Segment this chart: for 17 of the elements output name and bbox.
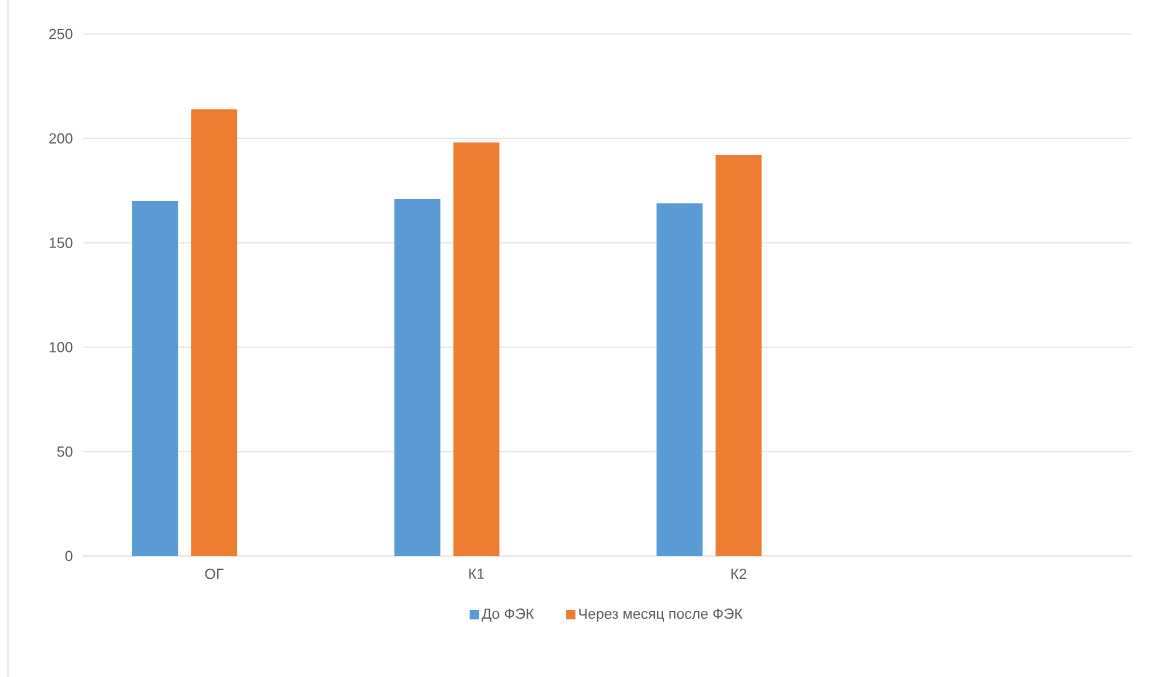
bar [394,198,441,556]
x-tick-label: К2 [731,568,747,579]
legend-label: До ФЭК [481,608,534,622]
bar [715,155,762,556]
bar [132,201,179,556]
x-tick-label: К1 [469,568,484,579]
y-tick-label: 100 [49,342,73,353]
y-tick-label: 50 [57,446,73,457]
x-tick-label: ОГ [205,568,224,580]
bar [656,203,703,556]
bar [453,142,500,556]
y-tick-label: 0 [65,550,73,562]
bar [191,109,238,556]
y-tick-label: 200 [49,133,73,144]
y-tick-label: 150 [49,237,73,248]
y-tick-label: 250 [49,28,73,40]
legend-label: Через месяц после ФЭК [579,608,743,622]
